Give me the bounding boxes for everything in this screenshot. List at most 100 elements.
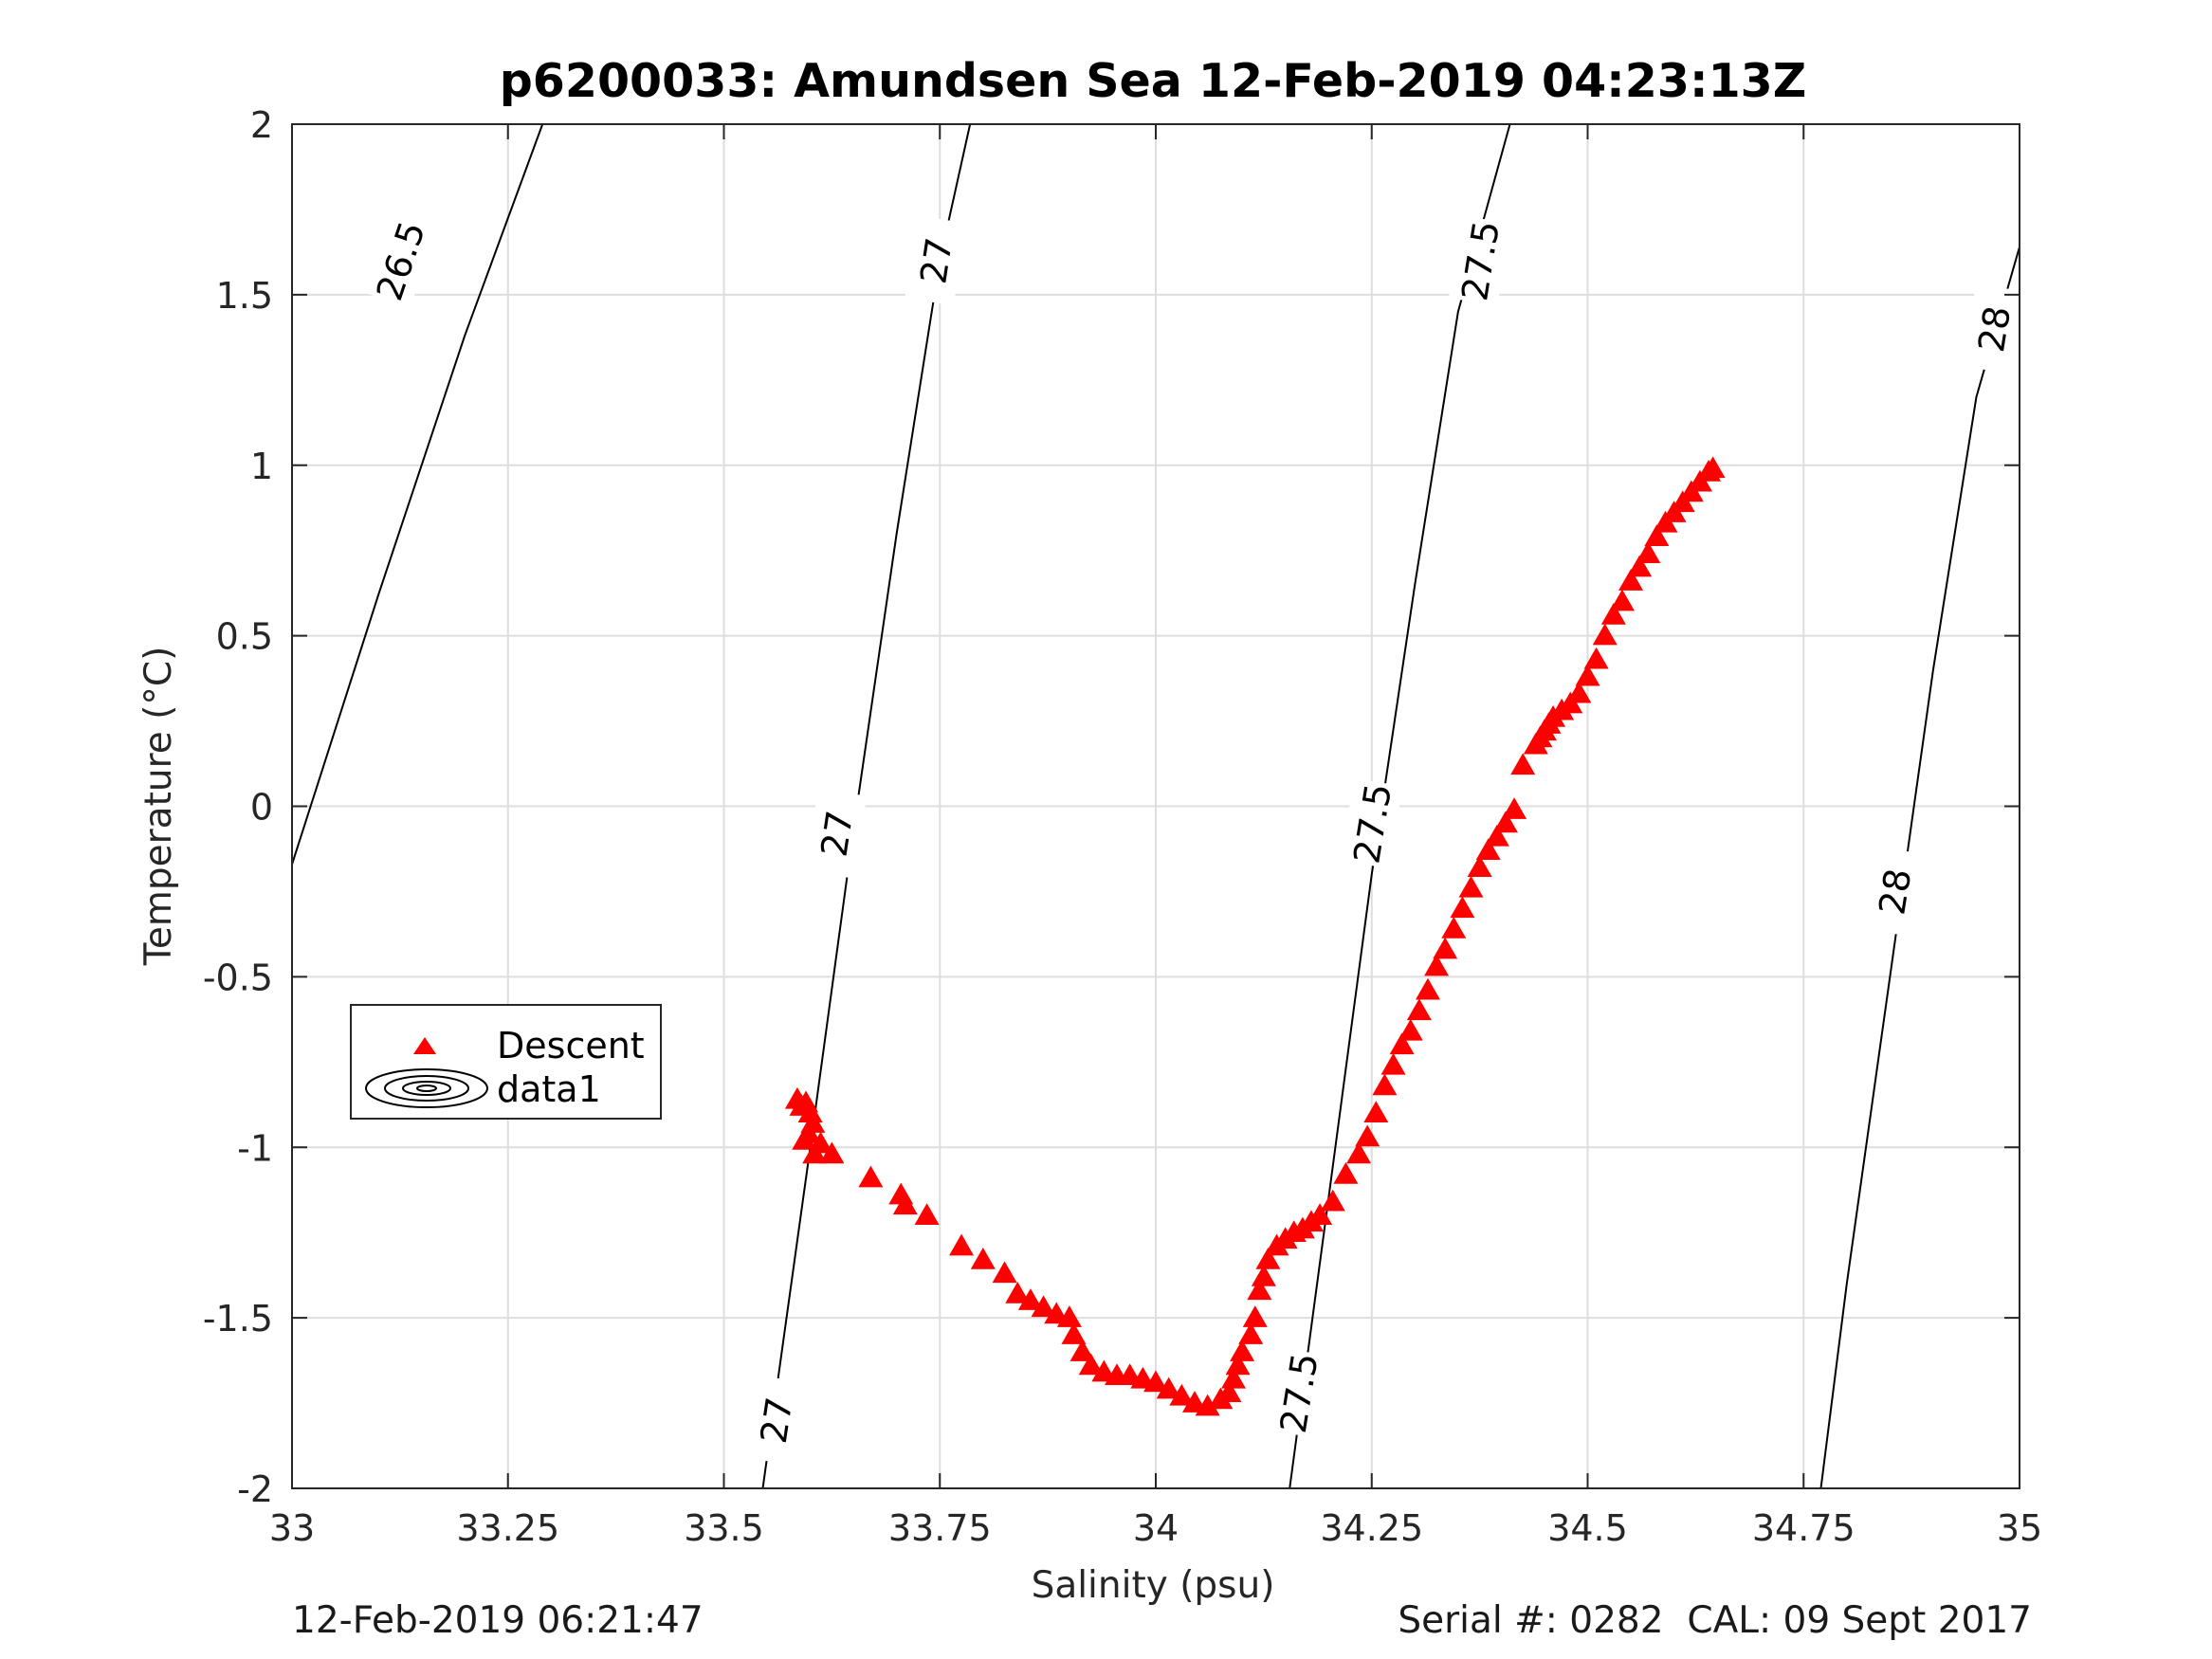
descent-data-point bbox=[1017, 1288, 1043, 1310]
descent-data-point bbox=[1592, 623, 1618, 646]
contour-line bbox=[1819, 246, 2020, 1489]
descent-data-point bbox=[1389, 1032, 1415, 1055]
descent-data-point bbox=[1005, 1281, 1031, 1304]
descent-data-point bbox=[1069, 1340, 1095, 1361]
descent-data-point bbox=[1372, 1073, 1398, 1096]
descent-data-point bbox=[1380, 1052, 1406, 1075]
descent-data-point bbox=[1458, 875, 1484, 898]
descent-data-point bbox=[1061, 1322, 1087, 1344]
footer-serial-calibration: Serial #: 0282 CAL: 09 Sept 2017 bbox=[1398, 1599, 2032, 1642]
contour-label-background bbox=[1863, 846, 1926, 937]
descent-data-point bbox=[797, 1101, 823, 1123]
descent-data-point bbox=[1424, 954, 1450, 976]
legend-contour-icon bbox=[365, 1068, 488, 1108]
contour-label-background bbox=[1267, 1347, 1329, 1438]
descent-data-point bbox=[1225, 1353, 1251, 1376]
x-axis-label: Salinity (psu) bbox=[1032, 1564, 1275, 1607]
descent-data-point bbox=[1627, 555, 1653, 577]
descent-data-point bbox=[1333, 1162, 1359, 1184]
legend-label: data1 bbox=[497, 1068, 601, 1110]
descent-data-point bbox=[819, 1141, 845, 1164]
y-tick-label: -1 bbox=[237, 1127, 273, 1169]
descent-data-point bbox=[1220, 1366, 1246, 1389]
descent-data-point bbox=[1216, 1380, 1242, 1403]
contour-label: 28 bbox=[1871, 866, 1919, 918]
contour-label-background bbox=[905, 215, 967, 306]
descent-data-point bbox=[1406, 998, 1432, 1021]
descent-data-point bbox=[1433, 937, 1458, 959]
legend-contour-icon bbox=[402, 1081, 451, 1096]
descent-data-point bbox=[808, 1131, 833, 1154]
descent-data-point bbox=[1247, 1278, 1272, 1301]
y-tick-label: 1.5 bbox=[216, 275, 273, 317]
y-tick-label: -2 bbox=[237, 1468, 273, 1510]
chart-title: p6200033: Amundsen Sea 12-Feb-2019 04:23… bbox=[500, 54, 1807, 108]
contour-label: 27 bbox=[912, 235, 960, 286]
descent-data-point bbox=[1320, 1189, 1345, 1212]
x-tick-label: 33.5 bbox=[684, 1507, 764, 1549]
descent-data-point bbox=[1307, 1203, 1333, 1225]
descent-data-point bbox=[1251, 1264, 1276, 1286]
descent-data-point bbox=[1195, 1394, 1220, 1416]
descent-data-point bbox=[1056, 1305, 1082, 1327]
x-tick-label: 34 bbox=[1133, 1507, 1179, 1549]
descent-data-point bbox=[1450, 896, 1475, 919]
descent-data-point bbox=[1502, 797, 1527, 819]
descent-data-point bbox=[1230, 1340, 1255, 1361]
descent-data-point bbox=[1467, 855, 1492, 878]
x-tick-label: 33 bbox=[269, 1507, 315, 1549]
descent-data-point bbox=[1169, 1383, 1195, 1406]
descent-data-point bbox=[1609, 589, 1635, 611]
descent-data-point bbox=[1492, 811, 1518, 833]
descent-data-point bbox=[970, 1247, 996, 1269]
y-tick-label: 1 bbox=[250, 446, 273, 487]
descent-data-point bbox=[1398, 1018, 1423, 1041]
contour-label-background bbox=[1341, 777, 1403, 869]
y-axis-label: Temperature (°C) bbox=[137, 647, 180, 967]
contour-label-background bbox=[1963, 283, 2025, 374]
descent-data-point bbox=[1255, 1247, 1281, 1269]
descent-data-point bbox=[1156, 1376, 1181, 1399]
x-tick-label: 34.75 bbox=[1752, 1507, 1856, 1549]
x-tick-label: 33.75 bbox=[888, 1507, 992, 1549]
descent-data-point bbox=[1644, 524, 1670, 547]
contour-line bbox=[291, 123, 544, 865]
descent-data-point bbox=[1575, 664, 1600, 686]
y-tick-label: 0.5 bbox=[216, 616, 273, 658]
descent-data-point bbox=[949, 1233, 975, 1256]
y-tick-label: 2 bbox=[250, 104, 273, 146]
descent-data-point bbox=[1355, 1124, 1380, 1147]
series-descent bbox=[784, 456, 1726, 1416]
contour-label-background bbox=[363, 212, 437, 308]
x-tick-label: 34.25 bbox=[1320, 1507, 1423, 1549]
descent-data-point bbox=[892, 1193, 918, 1215]
contour-label-background bbox=[805, 788, 868, 879]
descent-data-point bbox=[1078, 1353, 1104, 1376]
descent-data-point bbox=[1700, 456, 1726, 479]
descent-data-point bbox=[1238, 1322, 1264, 1344]
descent-data-point bbox=[1242, 1305, 1268, 1327]
descent-data-point bbox=[1143, 1370, 1168, 1393]
legend-contour-icon bbox=[416, 1085, 437, 1092]
descent-data-point bbox=[1618, 569, 1644, 591]
contour-label-background bbox=[1448, 215, 1511, 306]
descent-data-point bbox=[1031, 1295, 1056, 1318]
legend-box bbox=[350, 1004, 662, 1120]
contour-label: 27 bbox=[753, 1395, 801, 1446]
descent-data-point bbox=[992, 1261, 1017, 1284]
contour-label-background bbox=[744, 1375, 807, 1466]
descent-data-point bbox=[1415, 977, 1440, 1000]
legend-triangle-icon bbox=[413, 1037, 436, 1054]
descent-data-point bbox=[792, 1128, 817, 1150]
y-tick-label: 0 bbox=[250, 787, 273, 829]
descent-data-point bbox=[1566, 681, 1592, 703]
descent-data-point bbox=[858, 1165, 884, 1188]
footer-timestamp: 12-Feb-2019 06:21:47 bbox=[292, 1599, 704, 1642]
descent-data-point bbox=[1475, 838, 1501, 861]
y-tick-label: -0.5 bbox=[203, 957, 273, 998]
descent-data-point bbox=[1363, 1101, 1389, 1123]
descent-data-point bbox=[1510, 753, 1536, 775]
